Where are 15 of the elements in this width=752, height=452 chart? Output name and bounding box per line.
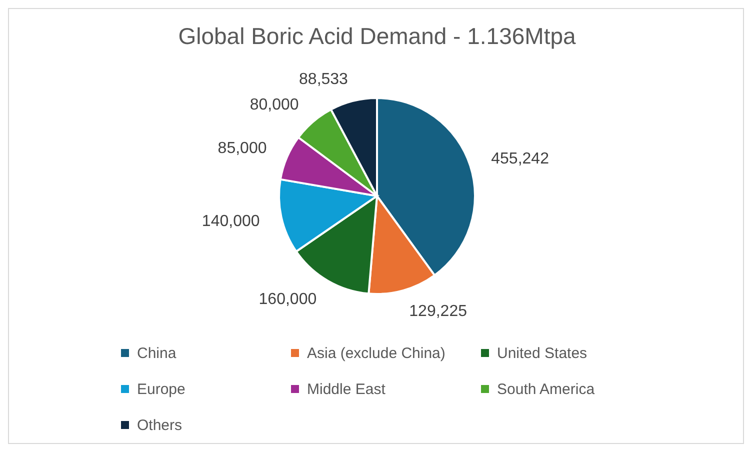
legend-label: Others [137,416,182,434]
legend-label: United States [497,344,588,362]
data-label: 140,000 [202,213,260,230]
legend-label: Middle East [307,380,386,398]
data-label: 160,000 [258,291,317,308]
data-label: 85,000 [218,140,267,158]
data-label: 88,533 [299,71,348,88]
legend-label: South America [497,380,595,398]
legend-label: China [137,344,176,362]
data-label: 80,000 [250,96,299,114]
data-label: 129,225 [409,303,468,320]
data-label: 455,242 [491,150,550,168]
chart-title: Global Boric Acid Demand - 1.136Mtpa [177,23,577,50]
legend-label: Asia (exclude China) [307,344,446,362]
legend-label: Europe [137,380,186,398]
